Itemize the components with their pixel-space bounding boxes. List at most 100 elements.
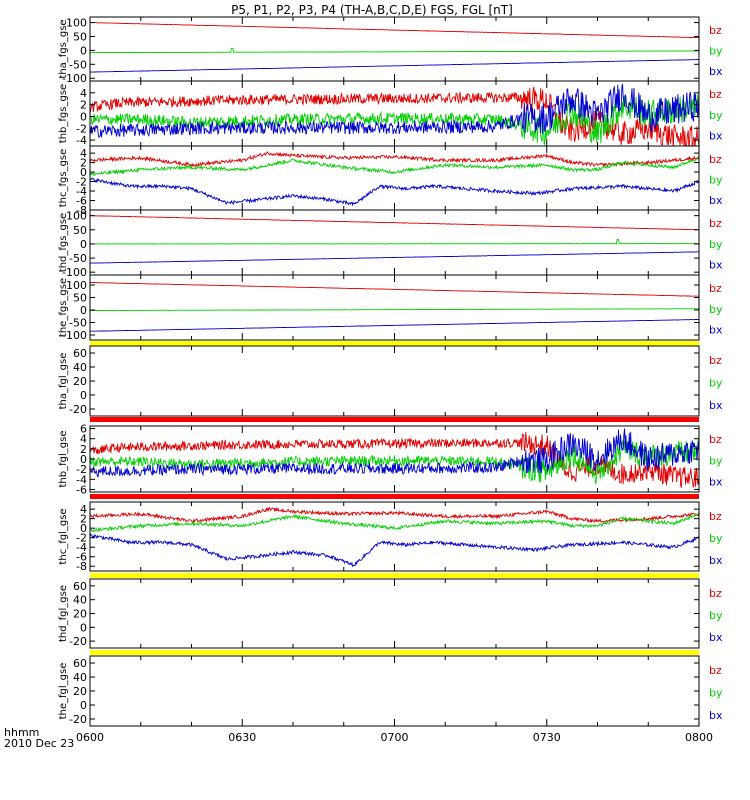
- y-tick-label: -50: [69, 58, 87, 71]
- y-tick-label: 60: [73, 347, 87, 360]
- x-tick-label: 0730: [533, 731, 561, 744]
- panel-thb-fgs-gse: 420-2-4 thb_fgs_gse bz by bx: [58, 80, 723, 147]
- series-line-bx: [90, 319, 699, 332]
- y-tick-label: 2: [80, 513, 87, 526]
- y-axis-label: tha_fgl_gse: [58, 353, 69, 410]
- y-tick-label: -2: [76, 176, 87, 189]
- x-tick-label: 0600: [76, 731, 104, 744]
- legend-by: by: [709, 376, 723, 389]
- y-tick-label: -100: [62, 72, 87, 85]
- y-tick-label: -50: [69, 252, 87, 265]
- y-tick-label: 2: [80, 157, 87, 170]
- legend-by: by: [709, 532, 723, 545]
- legend-bx: bx: [709, 259, 723, 272]
- y-tick-label: -2: [76, 122, 87, 135]
- y-tick-label: 0: [80, 304, 87, 317]
- series-line-bz: [90, 281, 699, 297]
- y-tick-label: 0: [80, 238, 87, 251]
- y-tick-label: 4: [80, 147, 87, 160]
- legend-by: by: [709, 303, 723, 316]
- legend-by: by: [709, 454, 723, 467]
- legend-bx: bx: [709, 65, 723, 78]
- legend-by: by: [709, 609, 723, 622]
- y-axis-label: thc_fgs_gse: [58, 149, 69, 208]
- time-axis: hhmm 2010 Dec 23 0600 0630 0700 0730 0800: [4, 726, 713, 750]
- y-tick-label: -20: [69, 403, 87, 416]
- y-tick-label: -8: [76, 204, 87, 217]
- separator-bar: [90, 341, 699, 346]
- y-tick-label: 40: [73, 671, 87, 684]
- panel-thc-fgs-gse: 420-2-4-6-8 thc_fgs_gse bz by bx: [58, 145, 723, 217]
- y-tick-label: -100: [62, 266, 87, 279]
- x-tick-label: 0800: [685, 731, 713, 744]
- y-tick-label: 4: [80, 433, 87, 446]
- separator-bar: [90, 494, 699, 499]
- y-tick-label: 4: [80, 87, 87, 100]
- y-tick-label: -8: [76, 560, 87, 573]
- y-tick-label: 100: [66, 210, 87, 223]
- y-tick-label: -2: [76, 532, 87, 545]
- series-line-bx: [90, 251, 699, 264]
- legend-bx: bx: [709, 399, 723, 412]
- legend-bz: bz: [709, 88, 722, 101]
- y-tick-label: 0: [80, 621, 87, 634]
- legend-bx: bx: [709, 324, 723, 337]
- y-axis-label: the_fgs_gse: [58, 278, 69, 337]
- legend-bx: bx: [709, 554, 723, 567]
- series-line-bz: [90, 215, 699, 231]
- y-tick-label: 20: [73, 375, 87, 388]
- y-axis-label: tha_fgs_gse: [58, 19, 69, 78]
- y-tick-label: 100: [66, 17, 87, 30]
- panel-frame: [89, 16, 700, 82]
- y-tick-label: 0: [80, 522, 87, 535]
- legend-bz: bz: [709, 24, 722, 37]
- time-axis-date-label: 2010 Dec 23: [4, 737, 74, 750]
- y-axis-label: thc_fgl_gse: [58, 508, 69, 564]
- y-tick-label: -4: [76, 134, 87, 147]
- legend-bz: bz: [709, 510, 722, 523]
- y-tick-label: -50: [69, 317, 87, 330]
- y-tick-label: 50: [73, 30, 87, 43]
- legend-bz: bz: [709, 587, 722, 600]
- panel-frame: [89, 655, 700, 727]
- y-tick-label: 50: [73, 292, 87, 305]
- y-tick-label: 20: [73, 685, 87, 698]
- series-line-bx: [90, 177, 699, 207]
- x-tick-label: 0700: [381, 731, 409, 744]
- legend-bx: bx: [709, 475, 723, 488]
- y-tick-label: 0: [80, 389, 87, 402]
- series-line-by: [90, 238, 699, 245]
- series-line-bz: [90, 86, 699, 146]
- y-tick-label: 60: [73, 657, 87, 670]
- time-axis-unit-label: hhmm: [4, 726, 39, 739]
- series-line-bx: [90, 83, 699, 139]
- y-tick-label: 0: [80, 166, 87, 179]
- legend-by: by: [709, 238, 723, 251]
- legend-bx: bx: [709, 194, 723, 207]
- series-line-by: [90, 512, 699, 533]
- y-tick-label: -20: [69, 713, 87, 726]
- y-tick-label: -20: [69, 635, 87, 648]
- series-line-by: [90, 156, 699, 177]
- y-tick-label: -6: [76, 195, 87, 208]
- legend-bx: bx: [709, 709, 723, 722]
- series-line-by: [90, 94, 699, 146]
- y-tick-label: 2: [80, 443, 87, 456]
- panel-frame: [89, 501, 700, 572]
- separator-bar: [90, 650, 699, 655]
- y-tick-label: -4: [76, 473, 87, 486]
- y-tick-label: 0: [80, 453, 87, 466]
- y-axis-label: thb_fgl_gse: [58, 431, 69, 488]
- panel-frame: [89, 578, 700, 649]
- legend-bz: bz: [709, 153, 722, 166]
- y-tick-label: 40: [73, 594, 87, 607]
- legend-bx: bx: [709, 631, 723, 644]
- x-tick-label: 0630: [228, 731, 256, 744]
